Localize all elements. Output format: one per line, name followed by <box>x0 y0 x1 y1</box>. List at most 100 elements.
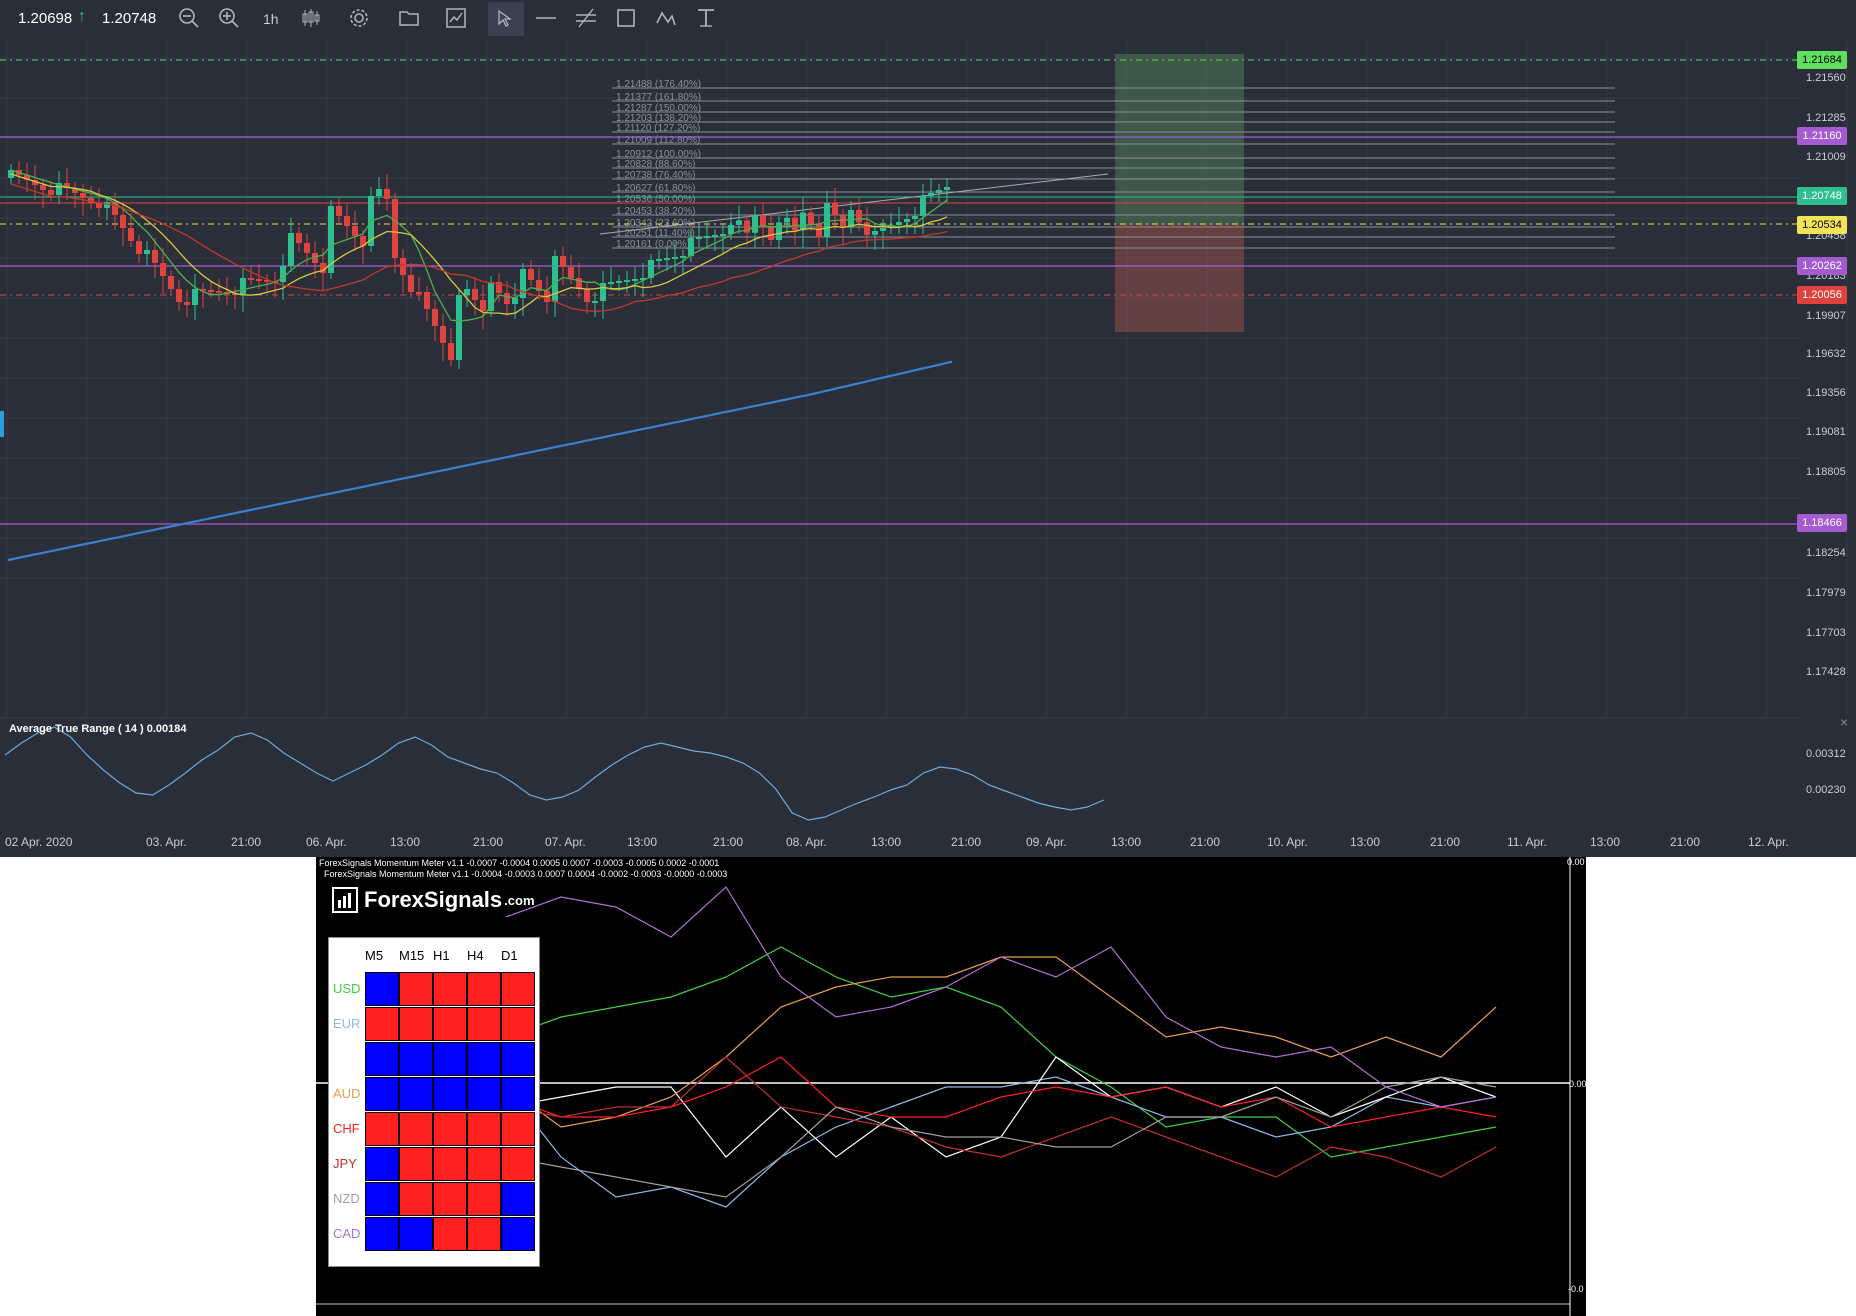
momentum-series-line <box>505 886 1497 1108</box>
fib-level-label: 1.20161 (0.00%) <box>616 239 690 250</box>
candle-body <box>320 263 326 273</box>
time-axis-label: 13:00 <box>390 835 421 849</box>
candle-body <box>560 256 566 267</box>
text-icon[interactable] <box>693 5 719 31</box>
folder-icon[interactable] <box>396 5 422 31</box>
currency-label: CAD <box>333 1226 361 1241</box>
ma-fast-line <box>10 169 948 322</box>
fib-level-label: 1.20342 (23.60%) <box>616 218 696 229</box>
candle-body <box>104 202 110 208</box>
take-profit-zone[interactable] <box>1115 54 1244 224</box>
candle-body <box>712 235 718 237</box>
price-axis-label: 1.17703 <box>1806 627 1846 639</box>
time-axis-label: 13:00 <box>1590 835 1621 849</box>
candle-body <box>64 183 70 188</box>
rectangle-icon[interactable] <box>613 5 639 31</box>
close-pane-icon[interactable]: × <box>1840 715 1848 730</box>
gear-icon[interactable] <box>346 5 372 31</box>
logo-suffix: .com <box>504 892 535 908</box>
candles-icon[interactable] <box>298 5 324 31</box>
price-axis-label: 1.17428 <box>1806 666 1846 678</box>
momentum-title-2: ForexSignals Momentum Meter v1.1 -0.0004… <box>324 869 728 879</box>
chart-grid <box>0 38 1848 715</box>
fib-level-label: 1.21203 (138.20%) <box>616 113 701 124</box>
candle-body <box>480 300 486 311</box>
left-scroll-handle[interactable] <box>0 411 4 437</box>
candle-body <box>336 206 342 216</box>
candle-body <box>432 309 438 326</box>
price-tag: 1.20056 <box>1797 286 1847 304</box>
candle-body <box>184 302 190 305</box>
atr-indicator-pane[interactable]: × <box>0 715 1856 830</box>
momentum-cell <box>399 1112 433 1146</box>
candle-body <box>688 238 694 256</box>
parallel-lines-icon[interactable] <box>573 5 599 31</box>
time-axis-label: 21:00 <box>713 835 744 849</box>
ma-slow-line <box>10 183 948 312</box>
momentum-cell <box>501 1147 535 1181</box>
bid-price: 1.20698 <box>18 10 73 27</box>
candle-body <box>280 266 286 282</box>
momentum-cell <box>433 1042 467 1076</box>
candle-body <box>792 217 798 231</box>
currency-label: AUD <box>333 1086 361 1101</box>
momentum-cell <box>501 1112 535 1146</box>
candle-body <box>152 250 158 263</box>
logo-bars-icon <box>332 887 358 913</box>
candle-body <box>552 256 558 302</box>
candle-body <box>448 343 454 360</box>
momentum-cell <box>433 1112 467 1146</box>
candle-body <box>808 212 814 225</box>
candle-body <box>456 295 462 360</box>
candle-body <box>824 202 830 238</box>
chart-toolbar: 1.20698 ↑ 1.20748 1h <box>0 0 1856 38</box>
timeframe-button[interactable]: 1h <box>263 11 279 27</box>
stop-loss-zone[interactable] <box>1115 224 1244 332</box>
candle-body <box>96 203 102 208</box>
candle-body <box>80 193 86 198</box>
momentum-cell <box>399 1217 433 1251</box>
fib-level-label: 1.20536 (50.00%) <box>616 194 696 205</box>
atr-axis-low: 0.00230 <box>1806 784 1846 796</box>
line-icon[interactable] <box>533 5 559 31</box>
wave-icon[interactable] <box>653 5 679 31</box>
candle-body <box>704 236 710 238</box>
candle-body <box>56 183 62 195</box>
price-chart[interactable]: 1.21488 (176.40%)1.21377 (161.80%)1.2128… <box>0 38 1856 715</box>
candle-body <box>744 220 750 233</box>
time-axis-label: 21:00 <box>1430 835 1461 849</box>
atr-title: Average True Range ( 14 ) 0.00184 <box>9 723 187 735</box>
momentum-cell <box>365 1007 399 1041</box>
chart-icon[interactable] <box>443 5 469 31</box>
currency-label: NZD <box>333 1191 360 1206</box>
candle-body <box>512 298 518 304</box>
candle-body <box>584 289 590 302</box>
candle-body <box>24 175 30 180</box>
candle-body <box>216 291 222 293</box>
momentum-cell <box>501 1217 535 1251</box>
momentum-cell <box>433 1217 467 1251</box>
candle-body <box>800 212 806 231</box>
momentum-cell <box>399 1042 433 1076</box>
cursor-icon[interactable] <box>488 2 524 36</box>
fib-level-label: 1.21287 (150.00%) <box>616 103 701 114</box>
candle-body <box>600 283 606 301</box>
currency-label: CHF <box>333 1121 360 1136</box>
candle-body <box>200 289 206 291</box>
candle-body <box>656 259 662 261</box>
candle-body <box>720 234 726 236</box>
fib-level-label: 1.21009 (112.80%) <box>616 135 700 146</box>
candle-body <box>48 190 54 195</box>
candle-body <box>136 241 142 254</box>
candle-body <box>416 292 422 294</box>
time-axis-label: 21:00 <box>1190 835 1221 849</box>
trading-chart-panel[interactable]: 1.20698 ↑ 1.20748 1h <box>0 0 1856 857</box>
candle-body <box>752 215 758 233</box>
candle-body <box>264 280 270 282</box>
zoom-out-icon[interactable] <box>176 5 202 31</box>
fib-trend-line[interactable] <box>599 173 1109 235</box>
candle-body <box>168 276 174 289</box>
timeframe-header: M15 <box>399 948 425 963</box>
candle-body <box>768 227 774 240</box>
zoom-in-icon[interactable] <box>216 5 242 31</box>
